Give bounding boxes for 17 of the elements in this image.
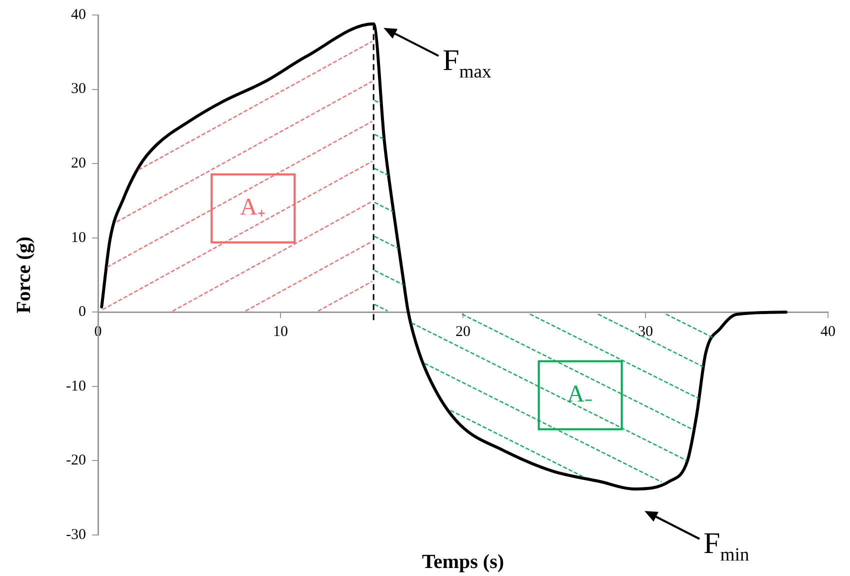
y-tick-label: 40 <box>71 6 86 23</box>
y-tick-label: 0 <box>78 304 86 320</box>
annotation: A₊ <box>240 194 266 221</box>
x-tick-label: 30 <box>638 324 653 340</box>
line-series <box>100 22 788 490</box>
x-tick-label: 10 <box>273 324 288 340</box>
y-tick-label: 10 <box>71 230 86 246</box>
y-tick-label: 20 <box>71 156 86 172</box>
annotation: A₋ <box>567 382 592 408</box>
y-tick-label: -30 <box>66 526 86 543</box>
y-tick-label: -20 <box>66 452 86 469</box>
x-axis-title: Temps (s) <box>422 551 504 573</box>
y-tick-label: -10 <box>66 378 86 394</box>
y-tick-label: 30 <box>71 81 86 98</box>
y-axis-title: Force (g) <box>13 236 35 314</box>
x-tick-label: 40 <box>820 324 836 340</box>
x-tick-label: 20 <box>456 324 470 340</box>
